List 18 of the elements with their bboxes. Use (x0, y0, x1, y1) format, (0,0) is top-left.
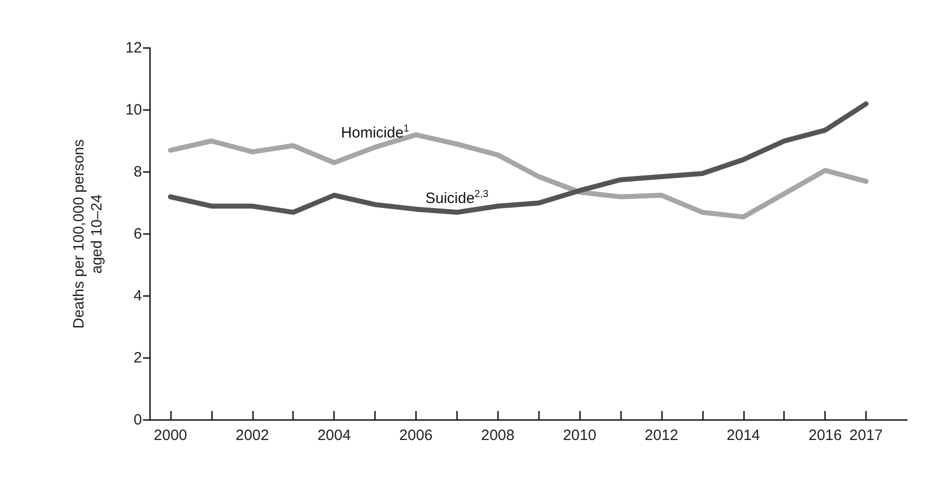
y-tick-label: 4 (134, 288, 142, 304)
x-tick-label: 2012 (644, 427, 678, 444)
x-tick-label: 2010 (562, 427, 596, 444)
x-tick-label: 2014 (726, 427, 760, 444)
x-tick-label: 2000 (154, 427, 188, 444)
y-tick-label: 0 (134, 412, 142, 428)
x-tick-label: 2004 (317, 427, 351, 444)
y-tick-label: 8 (134, 164, 142, 180)
y-tick-label: 10 (125, 102, 142, 118)
y-tick-label: 6 (134, 226, 142, 242)
x-tick-label: 2017 (849, 427, 883, 444)
x-tick-label: 2002 (236, 427, 269, 444)
x-tick-label: 2006 (399, 427, 433, 444)
x-tick-label: 2016 (808, 427, 842, 444)
x-tick-label: 2008 (481, 427, 514, 444)
y-axis-title: Deaths per 100,000 persons aged 10–24 (70, 139, 106, 329)
y-tick-label: 12 (125, 40, 142, 56)
y-tick-label: 2 (134, 350, 142, 366)
